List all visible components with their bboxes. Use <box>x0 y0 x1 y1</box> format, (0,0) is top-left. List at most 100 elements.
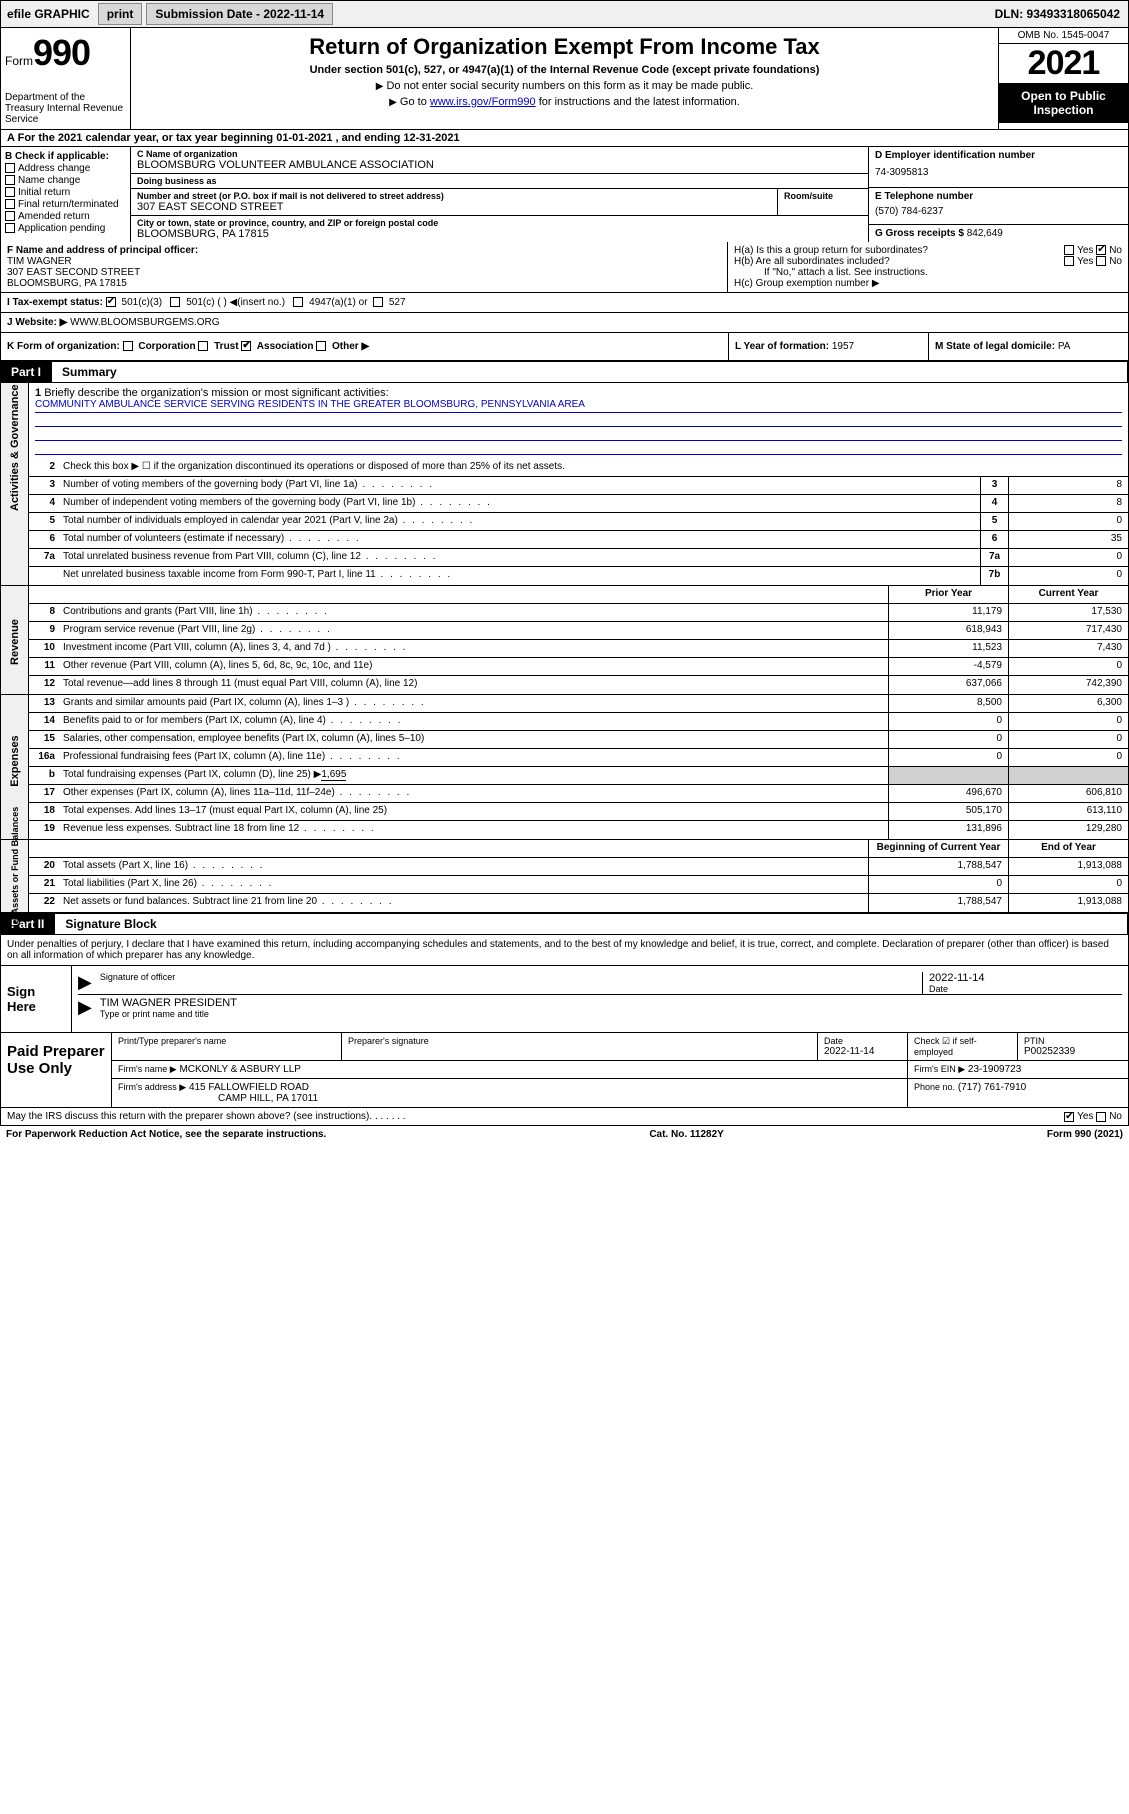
note1-text: Do not enter social security numbers on … <box>386 80 753 92</box>
org-name: BLOOMSBURG VOLUNTEER AMBULANCE ASSOCIATI… <box>137 159 862 171</box>
addr-label: Number and street (or P.O. box if mail i… <box>137 191 771 201</box>
mission-blank-3 <box>35 441 1122 455</box>
l15-py: 0 <box>888 731 1008 748</box>
pra-notice: For Paperwork Reduction Act Notice, see … <box>6 1129 326 1140</box>
hb-yes-cb[interactable] <box>1064 256 1074 266</box>
l8-cy: 17,530 <box>1008 604 1128 621</box>
sig-intro: Under penalties of perjury, I declare th… <box>0 935 1129 966</box>
form-title: Return of Organization Exempt From Incom… <box>141 34 988 60</box>
l9-cy: 717,430 <box>1008 622 1128 639</box>
l10-cy: 7,430 <box>1008 640 1128 657</box>
l15-cy: 0 <box>1008 731 1128 748</box>
efile-label: efile GRAPHIC <box>1 7 96 21</box>
k-corp-cb[interactable] <box>123 341 133 351</box>
cb-initial-return[interactable]: Initial return <box>5 187 126 198</box>
k-form-org: K Form of organization: Corporation Trus… <box>1 333 728 360</box>
l11-cy: 0 <box>1008 658 1128 675</box>
l19-cy: 129,280 <box>1008 821 1128 839</box>
form-number: 990 <box>33 32 90 73</box>
mission-blank-2 <box>35 427 1122 441</box>
submission-date-button[interactable]: Submission Date - 2022-11-14 <box>146 3 333 25</box>
part2-header: Part II Signature Block <box>0 913 1129 935</box>
firm-name-val: MCKONLY & ASBURY LLP <box>179 1064 301 1075</box>
l9-py: 618,943 <box>888 622 1008 639</box>
l7a-text: Total unrelated business revenue from Pa… <box>59 549 980 566</box>
principal-officer: F Name and address of principal officer:… <box>1 242 728 292</box>
l4-text: Number of independent voting members of … <box>59 495 980 512</box>
cb-amended[interactable]: Amended return <box>5 211 126 222</box>
city-label: City or town, state or province, country… <box>137 218 862 228</box>
i-527-cb[interactable] <box>373 297 383 307</box>
i-501c3-cb[interactable] <box>106 297 116 307</box>
form-word: Form <box>5 54 33 68</box>
l22-boy: 1,788,547 <box>868 894 1008 912</box>
l21-text: Total liabilities (Part X, line 26) <box>59 876 868 893</box>
l17-py: 496,670 <box>888 785 1008 802</box>
f-addr1: 307 EAST SECOND STREET <box>7 267 721 278</box>
col-de: D Employer identification number 74-3095… <box>868 147 1128 242</box>
firm-ein-val: 23-1909723 <box>968 1064 1021 1075</box>
cb-final-return[interactable]: Final return/terminated <box>5 199 126 210</box>
irs-discuss-q: May the IRS discuss this return with the… <box>7 1111 369 1122</box>
l5-text: Total number of individuals employed in … <box>59 513 980 530</box>
l10-py: 11,523 <box>888 640 1008 657</box>
i-label: I Tax-exempt status: <box>7 297 103 308</box>
hb-no-cb[interactable] <box>1096 256 1106 266</box>
l13-py: 8,500 <box>888 695 1008 712</box>
cb-name-change[interactable]: Name change <box>5 175 126 186</box>
prep-ptin-val: P00252339 <box>1024 1046 1122 1057</box>
firm-addr1: 415 FALLOWFIELD ROAD <box>189 1082 309 1093</box>
form-header-left: Form990 Department of the Treasury Inter… <box>1 28 131 129</box>
cb-address-change[interactable]: Address change <box>5 163 126 174</box>
i-4947-cb[interactable] <box>293 297 303 307</box>
form-ref: Form 990 (2021) <box>1047 1129 1123 1140</box>
l21-eoy: 0 <box>1008 876 1128 893</box>
vtab-rev: Revenue <box>1 586 29 694</box>
prep-date-label: Date <box>824 1036 901 1046</box>
l3-val: 8 <box>1008 477 1128 494</box>
l20-text: Total assets (Part X, line 16) <box>59 858 868 875</box>
ha-no-cb[interactable] <box>1096 245 1106 255</box>
k-other-cb[interactable] <box>316 341 326 351</box>
block-bcdeg: B Check if applicable: Address change Na… <box>0 147 1129 242</box>
l2-text: Check this box ▶ ☐ if the organization d… <box>59 459 1128 476</box>
omb-label: OMB No. 1545-0047 <box>999 28 1128 44</box>
sig-officer-label: Signature of officer <box>100 972 922 982</box>
k-assoc-cb[interactable] <box>241 341 251 351</box>
dept-label: Department of the Treasury Internal Reve… <box>5 92 126 125</box>
form-header: Form990 Department of the Treasury Inter… <box>0 28 1129 130</box>
l16a-text: Professional fundraising fees (Part IX, … <box>59 749 888 766</box>
irs-discuss-row: May the IRS discuss this return with the… <box>0 1108 1129 1126</box>
discuss-no-cb[interactable] <box>1096 1112 1106 1122</box>
l16b-py-shade <box>888 767 1008 784</box>
gross-value: 842,649 <box>967 228 1003 239</box>
i-501c-cb[interactable] <box>170 297 180 307</box>
form-note-2: ▶ Go to www.irs.gov/Form990 for instruct… <box>141 96 988 108</box>
l21-boy: 0 <box>868 876 1008 893</box>
print-button[interactable]: print <box>98 3 143 25</box>
hdr-prior-year: Prior Year <box>888 586 1008 603</box>
f-addr2: BLOOMSBURG, PA 17815 <box>7 278 721 289</box>
form990-link[interactable]: www.irs.gov/Form990 <box>430 96 536 108</box>
l6-val: 35 <box>1008 531 1128 548</box>
l18-cy: 613,110 <box>1008 803 1128 820</box>
l20-eoy: 1,913,088 <box>1008 858 1128 875</box>
l22-text: Net assets or fund balances. Subtract li… <box>59 894 868 912</box>
vtab-ag: Activities & Governance <box>1 383 29 585</box>
firm-addr-label: Firm's address ▶ <box>118 1082 186 1092</box>
prep-date-val: 2022-11-14 <box>824 1046 901 1057</box>
phone-label: E Telephone number <box>875 191 1122 202</box>
note2-pre: Go to <box>400 96 430 108</box>
k-trust-cb[interactable] <box>198 341 208 351</box>
p1-expenses: Expenses 13Grants and similar amounts pa… <box>0 695 1129 840</box>
l11-py: -4,579 <box>888 658 1008 675</box>
gross-label: G Gross receipts $ <box>875 228 964 239</box>
paid-preparer-label: Paid Preparer Use Only <box>1 1033 111 1107</box>
prep-sig-label: Preparer's signature <box>348 1036 811 1046</box>
f-name: TIM WAGNER <box>7 256 721 267</box>
cb-application-pending[interactable]: Application pending <box>5 223 126 234</box>
ha-yes-cb[interactable] <box>1064 245 1074 255</box>
discuss-yes-cb[interactable] <box>1064 1112 1074 1122</box>
ein-value: 74-3095813 <box>875 161 1122 184</box>
l19-text: Revenue less expenses. Subtract line 18 … <box>59 821 888 839</box>
